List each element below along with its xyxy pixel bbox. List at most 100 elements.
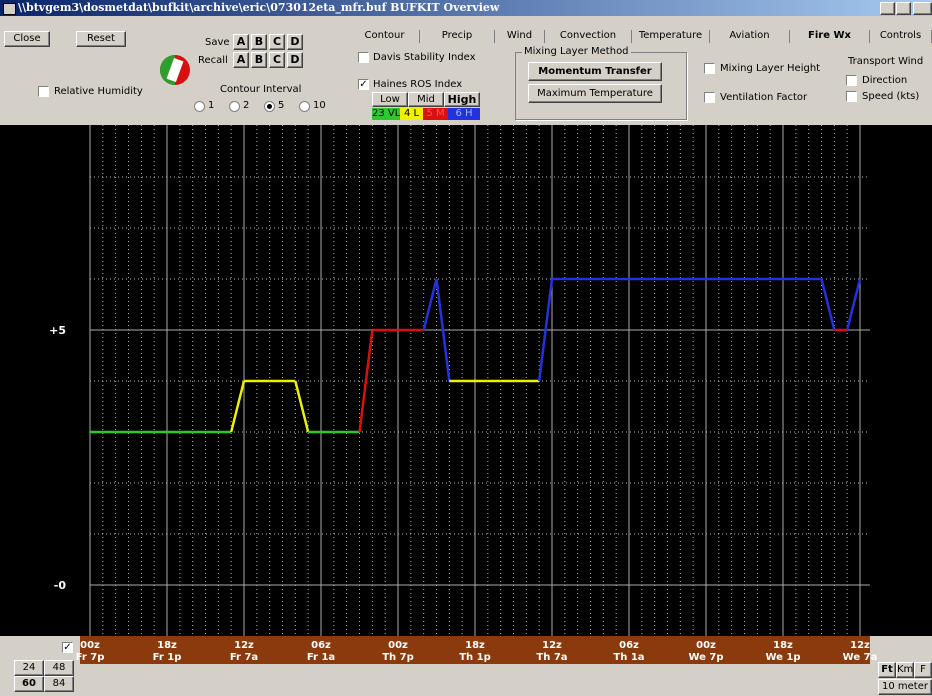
x-tick-label: 18z (773, 640, 793, 651)
method-button[interactable]: Maximum Temperature (528, 84, 662, 103)
close-window-button[interactable] (913, 2, 932, 15)
x-tick-label: 06z (311, 640, 331, 651)
y-tick-label: +5 (49, 324, 66, 337)
logo (160, 55, 190, 85)
radio-label: 5 (278, 100, 285, 111)
checkbox-label: Direction (862, 75, 908, 86)
haines-button[interactable]: High (444, 92, 480, 107)
slot-button[interactable]: A (233, 34, 249, 50)
slot-button[interactable]: C (269, 52, 285, 68)
save-label: Save (205, 37, 230, 48)
line-segment (537, 278, 554, 382)
unit-button[interactable]: Ft (878, 662, 896, 678)
checkbox-label: Mixing Layer Height (720, 63, 821, 74)
x-tick-day: We 7p (688, 652, 723, 663)
maximize-button[interactable] (896, 2, 911, 15)
slot-button[interactable]: B (251, 52, 267, 68)
x-tick-day: Th 7a (536, 652, 567, 663)
window-title: \\btvgem3\dosmetdat\bufkit\archive\eric\… (18, 1, 500, 14)
checkbox[interactable] (358, 52, 369, 63)
slot-button[interactable]: D (287, 52, 303, 68)
unit-button[interactable]: Km (896, 662, 914, 678)
tab[interactable]: Controls (870, 30, 932, 43)
checkbox[interactable] (846, 91, 857, 102)
radio[interactable] (194, 101, 205, 112)
tab[interactable]: Convection (545, 30, 632, 43)
close-button[interactable]: Close (4, 31, 50, 47)
y-tick-label: -0 (54, 579, 67, 592)
line-segment (294, 380, 310, 433)
checkbox[interactable]: ✓ (62, 642, 73, 653)
group-label: Mixing Layer Method (522, 46, 631, 57)
radio[interactable] (299, 101, 310, 112)
radio[interactable] (264, 101, 275, 112)
x-tick-day: Th 7p (382, 652, 414, 663)
x-tick-label: 12z (234, 640, 254, 651)
range-button[interactable]: 48 (44, 660, 74, 676)
tab[interactable]: Fire Wx (790, 30, 870, 43)
x-tick-day: We 7a (843, 652, 878, 663)
transport-label: Transport Wind (848, 56, 924, 67)
checkbox-label: Speed (kts) (862, 91, 920, 102)
legend-item: 5 M (423, 108, 448, 120)
x-tick-day: Fr 7a (230, 652, 258, 663)
legend-item: 4 L (400, 108, 423, 120)
slot-button[interactable]: A (233, 52, 249, 68)
line-segment (845, 278, 862, 331)
x-tick-day: Th 1p (459, 652, 491, 663)
x-tick-day: Fr 1a (307, 652, 335, 663)
x-tick-label: 00z (388, 640, 408, 651)
checkbox[interactable] (38, 86, 49, 97)
x-tick-day: We 1p (765, 652, 800, 663)
method-button[interactable]: Momentum Transfer (528, 62, 662, 81)
slot-button[interactable]: D (287, 34, 303, 50)
x-tick-label: 12z (542, 640, 562, 651)
range-button[interactable]: 60 (14, 676, 44, 692)
x-tick-label: 18z (157, 640, 177, 651)
x-tick-day: Fr 1p (153, 652, 182, 663)
x-tick-day: Fr 7p (76, 652, 105, 663)
range-button[interactable]: 84 (44, 676, 74, 692)
checkbox[interactable]: ✓ (358, 79, 369, 90)
tab[interactable]: Wind (495, 30, 545, 43)
x-tick-label: 06z (619, 640, 639, 651)
range-button[interactable]: 24 (14, 660, 44, 676)
checkbox-label: Ventilation Factor (720, 92, 808, 103)
app-icon (3, 3, 16, 15)
tab[interactable]: Aviation (710, 30, 790, 43)
x-tick-label: 18z (465, 640, 485, 651)
checkbox[interactable] (704, 63, 715, 74)
slot-button[interactable]: C (269, 34, 285, 50)
checkbox-label: Davis Stability Index (373, 52, 476, 63)
line-segment (422, 278, 438, 331)
tab[interactable]: Temperature (632, 30, 710, 43)
line-segment (820, 278, 836, 331)
haines-button[interactable]: Low (372, 92, 408, 107)
unit-button[interactable]: F (914, 662, 932, 678)
haines-button[interactable]: Mid (408, 92, 444, 107)
slot-button[interactable]: B (251, 34, 267, 50)
checkbox[interactable] (704, 92, 715, 103)
x-tick-label: 00z (696, 640, 716, 651)
minimize-button[interactable] (880, 2, 895, 15)
tab[interactable]: Contour (350, 30, 420, 43)
line-segment (435, 278, 451, 382)
checkbox-label: Relative Humidity (54, 86, 143, 97)
radio-label: 2 (243, 100, 250, 111)
x-tick-label: 00z (80, 640, 100, 651)
title-bar: \\btvgem3\dosmetdat\bufkit\archive\eric\… (0, 0, 932, 16)
legend-item: 23 VL (372, 108, 401, 120)
radio[interactable] (229, 101, 240, 112)
reset-button[interactable]: Reset (76, 31, 126, 47)
x-tick-label: 12z (850, 640, 870, 651)
checkbox[interactable] (846, 75, 857, 86)
tab[interactable]: Precip (420, 30, 495, 43)
contour-interval-label: Contour Interval (220, 84, 302, 95)
radio-label: 1 (208, 100, 215, 111)
level-button[interactable]: 10 meter (878, 679, 932, 695)
line-segment (358, 329, 374, 433)
legend-item: 6 H (448, 108, 480, 120)
radio-label: 10 (313, 100, 326, 111)
